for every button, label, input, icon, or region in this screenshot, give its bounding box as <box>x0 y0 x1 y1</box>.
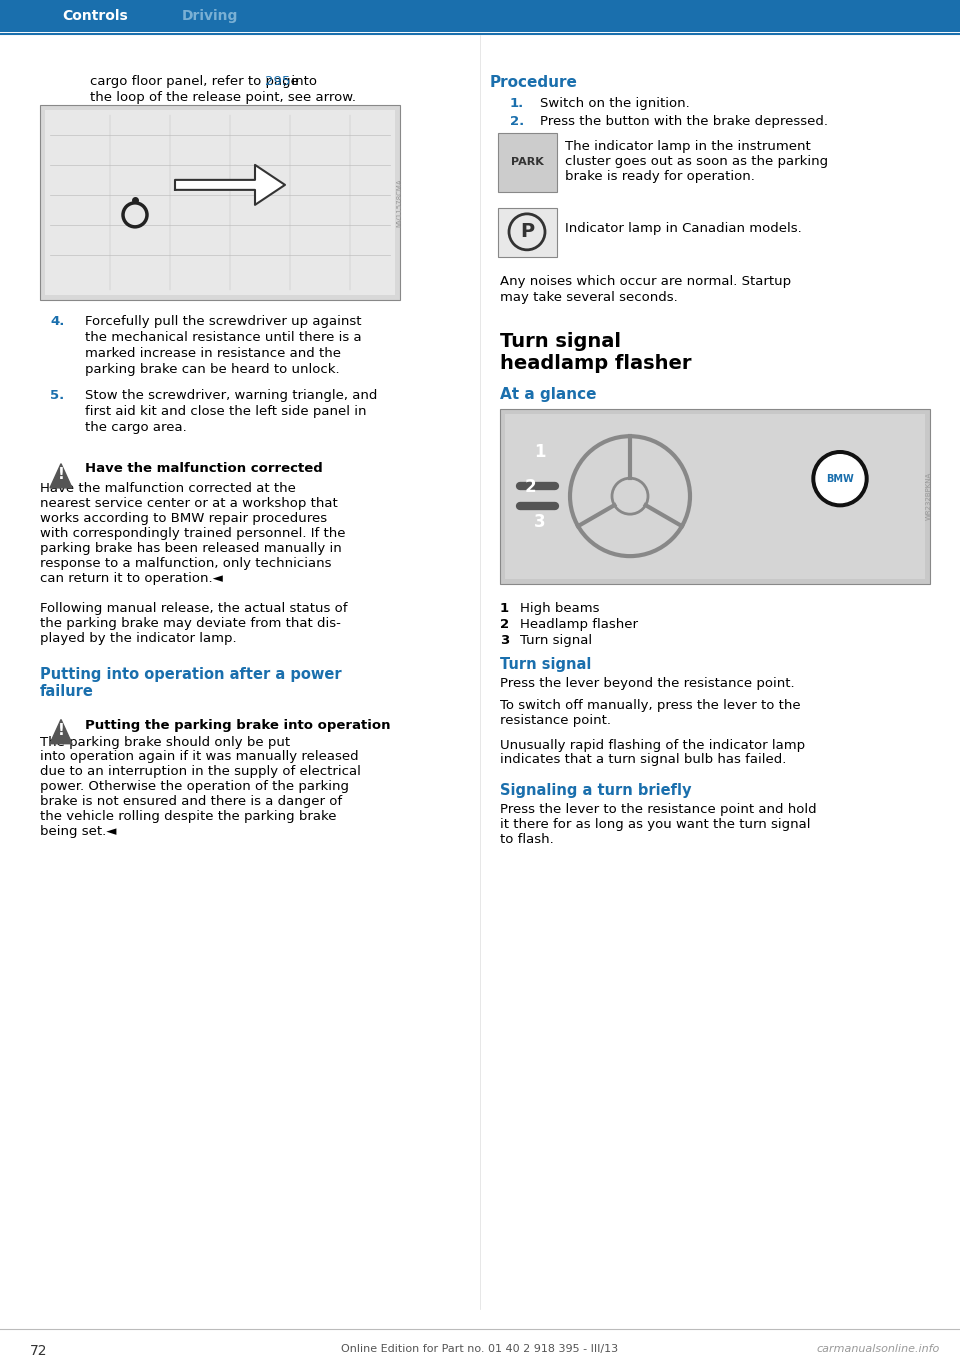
Text: To switch off manually, press the lever to the: To switch off manually, press the lever … <box>500 699 801 711</box>
Text: may take several seconds.: may take several seconds. <box>500 291 678 304</box>
FancyBboxPatch shape <box>45 110 395 294</box>
Text: headlamp flasher: headlamp flasher <box>500 354 691 373</box>
Text: 1: 1 <box>500 602 509 614</box>
Polygon shape <box>50 463 72 488</box>
Text: Press the button with the brake depressed.: Press the button with the brake depresse… <box>540 114 828 128</box>
Text: Turn signal: Turn signal <box>500 656 591 671</box>
Text: High beams: High beams <box>520 602 599 614</box>
FancyBboxPatch shape <box>500 409 930 583</box>
FancyBboxPatch shape <box>0 0 960 31</box>
Text: resistance point.: resistance point. <box>500 714 611 726</box>
Text: 4.: 4. <box>50 315 64 328</box>
Text: Turn signal: Turn signal <box>500 332 621 351</box>
Text: PARK: PARK <box>511 157 543 168</box>
Text: Putting the parking brake into operation: Putting the parking brake into operation <box>85 719 391 731</box>
Text: !: ! <box>58 723 64 738</box>
Text: 1.: 1. <box>510 97 524 110</box>
Text: 5.: 5. <box>50 388 64 402</box>
Text: Forcefully pull the screwdriver up against: Forcefully pull the screwdriver up again… <box>85 315 362 328</box>
FancyBboxPatch shape <box>505 414 925 579</box>
Text: Unusually rapid flashing of the indicator lamp: Unusually rapid flashing of the indicato… <box>500 738 805 752</box>
Text: 3: 3 <box>500 633 509 647</box>
Text: the loop of the release point, see arrow.: the loop of the release point, see arrow… <box>90 91 356 104</box>
Text: 2: 2 <box>524 478 536 496</box>
Text: indicates that a turn signal bulb has failed.: indicates that a turn signal bulb has fa… <box>500 753 786 767</box>
Circle shape <box>816 455 864 503</box>
Text: the vehicle rolling despite the parking brake: the vehicle rolling despite the parking … <box>40 810 337 824</box>
Text: Switch on the ignition.: Switch on the ignition. <box>540 97 689 110</box>
FancyBboxPatch shape <box>498 208 557 257</box>
Text: due to an interruption in the supply of electrical: due to an interruption in the supply of … <box>40 765 361 779</box>
Text: 295: 295 <box>265 75 290 89</box>
Text: with correspondingly trained personnel. If the: with correspondingly trained personnel. … <box>40 527 346 539</box>
Text: Following manual release, the actual status of: Following manual release, the actual sta… <box>40 602 348 614</box>
Text: nearest service center or at a workshop that: nearest service center or at a workshop … <box>40 497 338 509</box>
Text: response to a malfunction, only technicians: response to a malfunction, only technici… <box>40 557 331 569</box>
Text: power. Otherwise the operation of the parking: power. Otherwise the operation of the pa… <box>40 780 349 794</box>
Text: Putting into operation after a power: Putting into operation after a power <box>40 666 342 681</box>
Text: Signaling a turn briefly: Signaling a turn briefly <box>500 783 691 798</box>
Text: The indicator lamp in the instrument: The indicator lamp in the instrument <box>565 140 811 153</box>
Text: Driving: Driving <box>181 10 238 23</box>
Text: 1: 1 <box>535 444 545 462</box>
Text: Controls: Controls <box>62 10 128 23</box>
Text: 72: 72 <box>30 1344 47 1358</box>
FancyBboxPatch shape <box>40 105 400 300</box>
Text: Stow the screwdriver, warning triangle, and: Stow the screwdriver, warning triangle, … <box>85 388 377 402</box>
Text: Online Edition for Part no. 01 40 2 918 395 - III/13: Online Edition for Part no. 01 40 2 918 … <box>342 1344 618 1354</box>
Text: brake is ready for operation.: brake is ready for operation. <box>565 170 755 183</box>
Text: Have the malfunction corrected at the: Have the malfunction corrected at the <box>40 482 296 494</box>
Text: Press the lever to the resistance point and hold: Press the lever to the resistance point … <box>500 804 817 816</box>
Text: marked increase in resistance and the: marked increase in resistance and the <box>85 347 341 360</box>
Text: cargo floor panel, refer to page: cargo floor panel, refer to page <box>90 75 303 89</box>
Text: !: ! <box>58 467 64 482</box>
Text: cluster goes out as soon as the parking: cluster goes out as soon as the parking <box>565 155 828 168</box>
Text: Any noises which occur are normal. Startup: Any noises which occur are normal. Start… <box>500 275 791 287</box>
Text: P: P <box>520 222 534 241</box>
Text: the parking brake may deviate from that dis-: the parking brake may deviate from that … <box>40 617 341 629</box>
Text: The parking brake should only be put: The parking brake should only be put <box>40 735 290 749</box>
Text: brake is not ensured and there is a danger of: brake is not ensured and there is a dang… <box>40 795 342 809</box>
Text: Press the lever beyond the resistance point.: Press the lever beyond the resistance po… <box>500 677 795 689</box>
Text: the cargo area.: the cargo area. <box>85 421 187 433</box>
Text: Procedure: Procedure <box>490 75 578 90</box>
Text: works according to BMW repair procedures: works according to BMW repair procedures <box>40 512 327 524</box>
Text: WR232BPKNA: WR232BPKNA <box>926 473 932 520</box>
Text: Headlamp flasher: Headlamp flasher <box>520 617 638 631</box>
Text: first aid kit and close the left side panel in: first aid kit and close the left side pa… <box>85 405 367 418</box>
Text: BMW: BMW <box>827 474 853 484</box>
Text: 2: 2 <box>500 617 509 631</box>
Text: Have the malfunction corrected: Have the malfunction corrected <box>85 462 323 475</box>
Text: being set.◄: being set.◄ <box>40 825 116 839</box>
Text: can return it to operation.◄: can return it to operation.◄ <box>40 572 223 584</box>
Text: , into: , into <box>283 75 317 89</box>
Text: played by the indicator lamp.: played by the indicator lamp. <box>40 632 236 644</box>
Text: 2.: 2. <box>510 114 524 128</box>
Text: Indicator lamp in Canadian models.: Indicator lamp in Canadian models. <box>565 222 802 234</box>
Text: parking brake can be heard to unlock.: parking brake can be heard to unlock. <box>85 362 340 376</box>
Text: At a glance: At a glance <box>500 387 596 402</box>
Text: to flash.: to flash. <box>500 834 554 846</box>
Text: failure: failure <box>40 684 94 699</box>
FancyBboxPatch shape <box>498 133 557 192</box>
Text: MV11578CMA: MV11578CMA <box>396 178 402 226</box>
Polygon shape <box>50 719 72 744</box>
Text: the mechanical resistance until there is a: the mechanical resistance until there is… <box>85 331 362 343</box>
Circle shape <box>812 451 868 507</box>
Text: into operation again if it was manually released: into operation again if it was manually … <box>40 750 359 764</box>
Text: carmanualsonline.info: carmanualsonline.info <box>817 1344 940 1354</box>
Text: 3: 3 <box>534 513 546 531</box>
Text: it there for as long as you want the turn signal: it there for as long as you want the tur… <box>500 819 810 831</box>
Text: parking brake has been released manually in: parking brake has been released manually… <box>40 542 342 554</box>
Text: Turn signal: Turn signal <box>520 633 592 647</box>
Polygon shape <box>175 165 285 204</box>
